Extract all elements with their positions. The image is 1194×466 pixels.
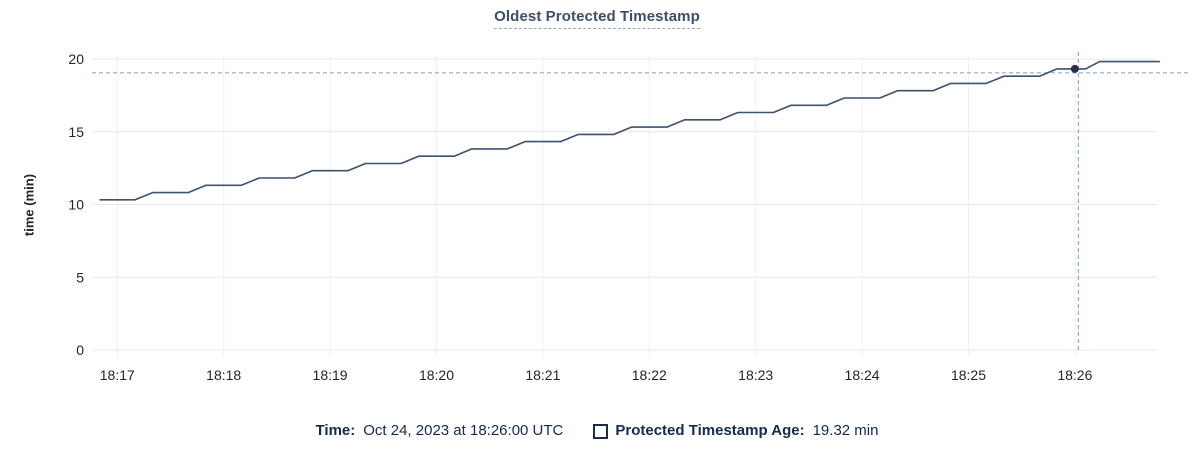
- legend-time-label: Time:: [315, 422, 356, 439]
- y-tick-label: 15: [68, 124, 84, 140]
- hover-point: [1070, 64, 1079, 73]
- series-line: [99, 60, 1160, 201]
- chart-legend: Time: Oct 24, 2023 at 18:26:00 UTC Prote…: [0, 421, 1194, 441]
- legend-series-item[interactable]: Protected Timestamp Age: 19.32 min: [593, 421, 878, 441]
- chart-title[interactable]: Oldest Protected Timestamp: [494, 8, 700, 29]
- x-tick-label: 18:24: [845, 367, 880, 383]
- x-tick-label: 18:17: [100, 367, 135, 383]
- series-swatch-icon: [593, 423, 609, 439]
- chart-plot-area[interactable]: 18:17 18:18 18:19 18:20 18:21 18:22 18:23 18:24…: [0, 0, 1194, 395]
- x-tick-label: 18:20: [419, 367, 454, 383]
- x-tick-label: 18:25: [951, 367, 986, 383]
- x-tick-label: 18:23: [738, 367, 773, 383]
- x-tick-label: 18:18: [206, 367, 241, 383]
- y-tick-label: 0: [76, 342, 84, 358]
- legend-time-value: Oct 24, 2023 at 18:26:00 UTC: [363, 422, 564, 439]
- y-axis-label: time (min): [21, 173, 37, 237]
- chart-title-row: Oldest Protected Timestamp: [0, 8, 1194, 29]
- y-tick-label: 10: [68, 197, 84, 213]
- x-tick-label: 18:22: [632, 367, 667, 383]
- x-tick-label: 18:26: [1057, 367, 1092, 383]
- x-tick-label: 18:19: [313, 367, 348, 383]
- x-tick-label: 18:21: [525, 367, 560, 383]
- legend-series-label: Protected Timestamp Age:: [615, 422, 805, 439]
- y-tick-label: 5: [76, 269, 84, 285]
- y-tick-label: 20: [68, 51, 84, 67]
- legend-series-value: 19.32 min: [812, 422, 879, 439]
